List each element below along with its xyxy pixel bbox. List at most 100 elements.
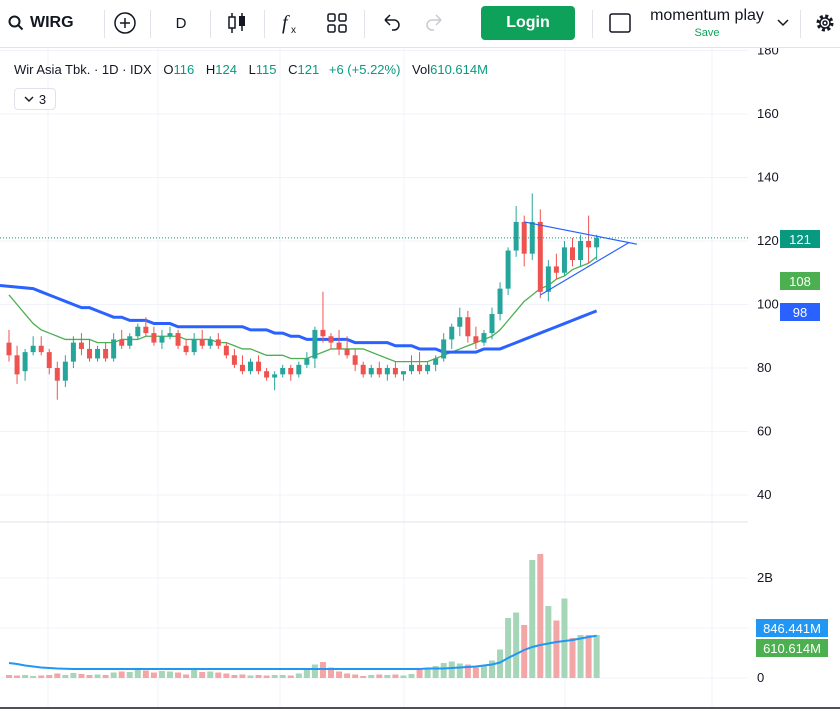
candle-body [328,336,334,343]
legend-low-label: L [248,62,256,77]
volume-bar [521,625,528,678]
candle-body [135,326,141,337]
candle-body [344,348,350,356]
volume-bar [368,675,375,678]
candle-body [296,364,302,375]
candle-body [594,237,600,248]
volume-bar [360,676,367,678]
volume-bar [416,670,423,678]
volume-bar [142,670,149,678]
login-button[interactable]: Login [481,6,575,40]
price-tick-label: 100 [757,297,779,312]
volume-bar [376,674,383,678]
layout-name-button[interactable]: momentum play Save [646,0,768,46]
candle-body [529,221,535,254]
indicators-button[interactable]: f x [276,0,306,46]
chart-type-button[interactable] [222,0,252,46]
volume-bar [62,675,69,678]
layout-select-checkbox[interactable] [608,0,632,46]
candle-body [473,336,479,343]
candle-body [312,329,318,359]
candle-body [553,266,559,273]
volume-bar [199,672,206,678]
candlestick-icon [228,13,245,33]
candle-body [191,339,197,353]
volume-bar [352,674,359,678]
toolbar-divider [800,10,801,38]
candle-body [449,326,455,340]
candle-body [433,358,439,365]
undo-button[interactable] [376,0,406,46]
candle-body [54,368,60,381]
volume-bar [505,618,512,678]
candle-body [199,339,205,346]
triangle-lower-line [539,242,630,296]
candle-body [352,355,358,365]
ma-long-line [0,283,598,354]
redo-button[interactable] [420,0,450,46]
volume-bar [408,674,415,678]
candle-body [14,355,20,375]
candle-body [151,333,157,343]
triangle-upper-line [524,221,638,245]
indicators-toggle-button[interactable]: 3 [14,88,56,110]
volume-bar [440,663,447,678]
candle-body [223,345,229,356]
volume-bar [585,635,592,678]
triangle-drawing[interactable] [524,221,638,296]
volume-tick-label: 0 [757,670,764,685]
volume-bar [223,673,230,678]
candle-body [143,326,149,334]
chart-grid [0,48,748,707]
layout-menu-button[interactable] [774,0,792,46]
grid-icon [327,13,347,33]
candle-body [30,345,36,353]
candle-body [578,241,584,261]
price-tick-label: 40 [757,487,771,502]
ma-long-tag: 98 [780,303,820,321]
volume-bar [344,673,351,678]
candle-body [38,345,44,353]
volume-bar [6,675,12,678]
volume-bar [456,663,463,678]
candle-body [183,345,189,353]
candle-body [6,342,12,356]
legend-vol-label: Vol [412,62,431,77]
candle-body [384,368,390,375]
candle-body [376,368,382,375]
templates-button[interactable] [322,0,352,46]
legend-open: 116 [173,62,195,77]
candle-body [521,221,527,254]
chart-legend: Wir Asia Tbk. · 1D · IDX O116 H124 L115 … [14,62,488,77]
candle-body [320,329,326,337]
candle-body [159,336,165,343]
price-chart[interactable]: 180 160 140 120 100 80 60 40 2B 0 [0,48,840,713]
legend-high: 124 [215,62,237,77]
volume-bar [448,661,455,678]
volume-bar [271,675,278,678]
volume-bar [553,620,560,678]
settings-button[interactable] [810,0,840,46]
volume-scale[interactable]: 2B 0 [757,570,773,685]
price-tick-label: 160 [757,106,779,121]
volume-bar [480,666,487,678]
candle-body [465,317,471,337]
candle-body [586,241,592,248]
candle-body [288,368,294,375]
candle-body [513,221,519,251]
candle-body [256,361,262,372]
interval-button[interactable]: D [175,14,187,32]
svg-text:x: x [291,25,296,36]
square-icon [609,13,631,33]
price-scale[interactable]: 180 160 140 120 100 80 60 40 [757,48,779,502]
price-tick-label: 180 [757,48,779,58]
volume-bar [464,664,471,678]
volume-bar [400,675,407,678]
toolbar-divider [264,10,265,38]
compare-symbol-button[interactable] [110,0,140,46]
top-toolbar: WIRG D f x [0,0,840,48]
symbol-search-button[interactable]: WIRG [8,0,104,46]
volume-bar [255,675,262,678]
candle-body [304,358,310,365]
volume-bar [22,675,29,678]
